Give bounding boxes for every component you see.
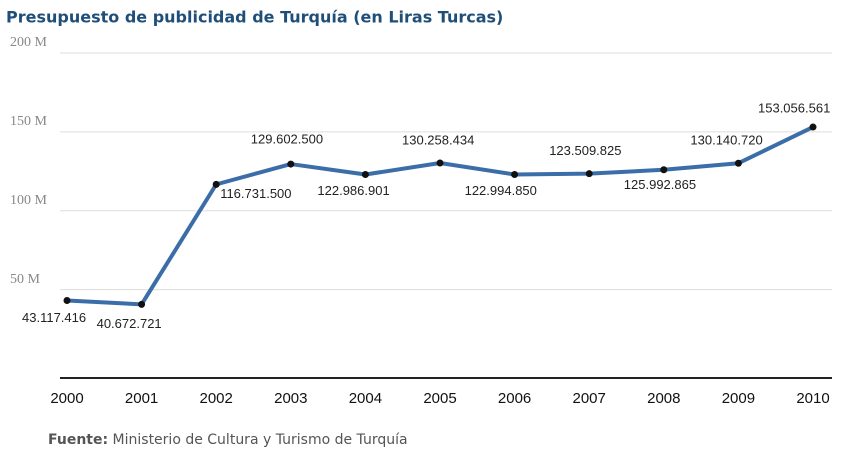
data-label: 153.056.561	[758, 100, 830, 115]
source-text: Ministerio de Cultura y Turismo de Turqu…	[113, 432, 408, 448]
y-tick-label: 100 M	[10, 193, 48, 208]
point	[138, 300, 146, 308]
x-tick-label: 2008	[647, 390, 680, 407]
x-tick-label: 2001	[125, 390, 158, 407]
x-tick-label: 2002	[200, 390, 233, 407]
x-tick-label: 2009	[722, 390, 755, 407]
data-label: 129.602.500	[251, 132, 323, 147]
point	[212, 180, 220, 188]
source-label: Fuente:	[48, 432, 108, 448]
chart-title: Presupuesto de publicidad de Turquía (en…	[6, 8, 503, 27]
x-tick-label: 2000	[50, 390, 83, 407]
data-label: 130.258.434	[402, 132, 474, 147]
point	[287, 160, 295, 168]
data-label: 122.994.850	[465, 183, 537, 198]
line	[66, 125, 814, 307]
point	[734, 159, 742, 167]
x-tick-label: 2006	[498, 390, 531, 407]
data-label: 116.731.500	[220, 186, 291, 201]
data-label: 43.117.416	[22, 310, 86, 325]
y-tick-label: 200 M	[10, 35, 48, 50]
point	[361, 171, 369, 179]
data-label: 122.986.901	[317, 183, 389, 198]
y-tick-label: 150 M	[10, 114, 48, 129]
data-label: 130.140.720	[690, 133, 762, 148]
data-label: 125.992.865	[624, 177, 696, 192]
point	[511, 170, 519, 178]
point	[63, 297, 71, 305]
point	[660, 166, 668, 174]
x-tick-label: 2005	[423, 390, 456, 407]
data-label: 123.509.825	[549, 143, 621, 158]
x-tick-label: 2004	[349, 390, 382, 407]
source: Fuente: Ministerio de Cultura y Turismo …	[48, 432, 408, 448]
point	[436, 159, 444, 167]
x-tick-label: 2003	[274, 390, 307, 407]
x-tick-label: 2007	[573, 390, 606, 407]
point	[585, 170, 593, 178]
data-label: 40.672.721	[97, 316, 162, 331]
y-tick-label: 50 M	[10, 272, 41, 287]
point	[809, 123, 817, 131]
x-tick-label: 2010	[796, 390, 829, 407]
